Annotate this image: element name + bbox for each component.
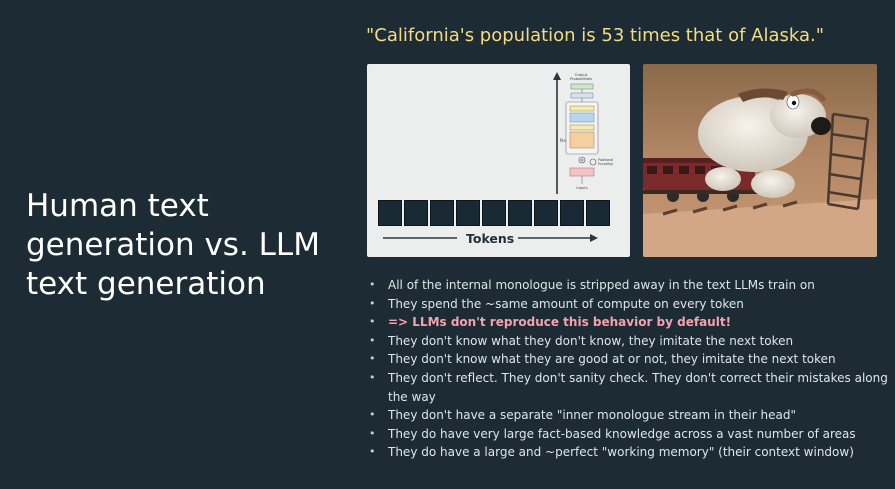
token-box	[586, 200, 610, 226]
transformer-block-icon: Output Probabilities N× Positional Encod…	[560, 73, 613, 190]
slide-title: Human text generation vs. LLM text gener…	[26, 188, 320, 302]
svg-text:Inputs: Inputs	[576, 186, 587, 190]
svg-text:Encoding: Encoding	[598, 162, 613, 166]
list-item: • They don't know what they don't know, t…	[369, 333, 794, 348]
tokens-label: Tokens	[466, 231, 515, 246]
token-box	[560, 200, 584, 226]
token-box	[482, 200, 506, 226]
svg-text:Positional: Positional	[598, 158, 613, 162]
svg-text:N×: N×	[560, 138, 566, 143]
quote-text: "California's population is 53 times tha…	[366, 25, 825, 46]
list-item: • They do have a large and ~perfect "work…	[369, 445, 854, 460]
svg-text:Probabilities: Probabilities	[570, 77, 592, 81]
list-item: • They do have very large fact-based know…	[369, 426, 856, 441]
token-box	[430, 200, 454, 226]
illustration	[643, 64, 877, 257]
token-box	[456, 200, 480, 226]
dog-icon	[698, 88, 831, 198]
token-row	[378, 200, 610, 226]
list-item: • They don't reflect. They don't sanity c…	[369, 370, 888, 404]
token-box	[404, 200, 428, 226]
list-item: • They don't have a separate "inner monol…	[369, 408, 796, 423]
track-piece-icon	[826, 112, 870, 211]
token-box	[378, 200, 402, 226]
svg-text:Output: Output	[575, 73, 588, 77]
transformer-token-diagram: Output Probabilities N× Positional Encod…	[367, 64, 630, 257]
list-item: • All of the internal monologue is stripp…	[369, 278, 815, 292]
bullet-list: • All of the internal monologue is stripp…	[369, 276, 889, 462]
token-box	[534, 200, 558, 226]
list-item-highlight: • => LLMs don't reproduce this behavior b…	[369, 315, 732, 330]
list-item: • They don't know what they are good at o…	[369, 352, 836, 367]
list-item: • They spend the ~same amount of compute …	[369, 296, 744, 311]
claymation-dog-laying-train-track-icon	[643, 64, 877, 257]
diagram-arrows: Output Probabilities N× Positional Encod…	[383, 72, 613, 242]
token-box	[508, 200, 532, 226]
